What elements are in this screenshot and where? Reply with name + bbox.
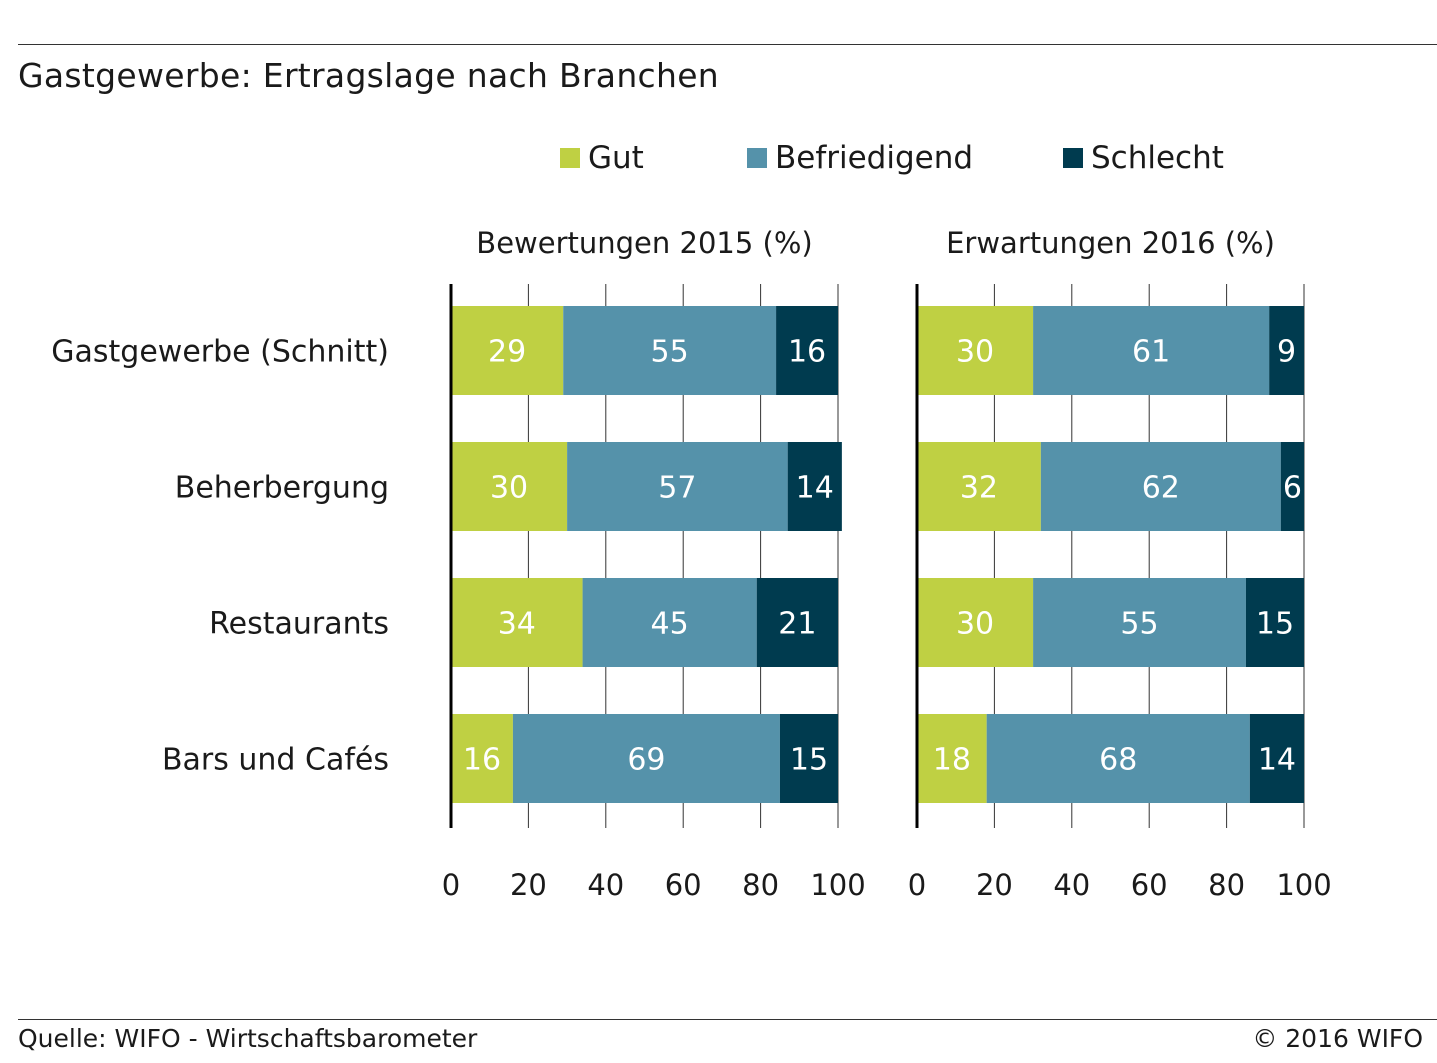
tick-label: 60 (1131, 868, 1168, 902)
bar-segment-gut (917, 442, 1041, 531)
data-label: 14 (796, 471, 834, 506)
legend-item-schlecht: Schlecht (1063, 140, 1224, 176)
tick-label: 40 (1053, 868, 1090, 902)
legend-item-befriedigend: Befriedigend (747, 140, 973, 176)
source-note: Quelle: WIFO - Wirtschaftsbarometer (18, 1024, 478, 1053)
tick-label: 100 (810, 868, 865, 902)
legend-swatch-gut (560, 148, 580, 168)
bar-segment-gut (917, 578, 1034, 667)
data-label: 68 (1099, 743, 1137, 778)
bar-segment-befriedigend (512, 714, 780, 803)
data-label: 15 (790, 743, 828, 778)
bar-segment-gut (451, 714, 513, 803)
data-label: 57 (658, 471, 696, 506)
tick-label: 60 (665, 868, 702, 902)
data-label: 55 (1120, 607, 1158, 642)
data-label: 21 (778, 607, 816, 642)
data-label: 30 (956, 335, 994, 370)
data-label: 55 (651, 335, 689, 370)
bar-segment-schlecht (787, 442, 842, 531)
bar-segment-schlecht (756, 578, 838, 667)
data-label: 16 (788, 335, 826, 370)
data-label: 34 (498, 607, 536, 642)
legend-item-gut: Gut (560, 140, 644, 176)
data-label: 14 (1258, 743, 1296, 778)
tick-label: 100 (1276, 868, 1331, 902)
legend-label-befriedigend: Befriedigend (775, 140, 974, 176)
bar-segment-befriedigend (1040, 442, 1281, 531)
stacked-bar-chart: Gastgewerbe (Schnitt) Beherbergung Restaur… (51, 226, 1331, 902)
data-label: 9 (1277, 335, 1296, 370)
data-label: 62 (1142, 471, 1180, 506)
chart-title: Gastgewerbe: Ertragslage nach Branchen (18, 56, 720, 95)
bar-segment-gut (917, 306, 1034, 395)
legend: Gut Befriedigend Schlecht (0, 140, 1437, 180)
data-label: 29 (488, 335, 526, 370)
category-label: Restaurants (209, 607, 389, 642)
tick-label: 80 (742, 868, 779, 902)
tick-label: 0 (442, 868, 460, 902)
bar-segment-befriedigend (582, 578, 757, 667)
bar-segment-gut (917, 714, 987, 803)
bar-segment-schlecht (779, 714, 838, 803)
bottom-rule (18, 1019, 1437, 1020)
panel-title: Erwartungen 2016 (%) (946, 226, 1275, 260)
panel-title: Bewertungen 2015 (%) (476, 226, 812, 260)
data-label: 32 (960, 471, 998, 506)
bar-segment-befriedigend (567, 442, 788, 531)
category-label: Gastgewerbe (Schnitt) (51, 335, 389, 370)
data-label: 30 (490, 471, 528, 506)
data-label: 69 (627, 743, 665, 778)
category-label: Beherbergung (175, 471, 389, 506)
tick-label: 0 (908, 868, 926, 902)
legend-label-gut: Gut (588, 140, 644, 176)
bar-segment-gut (451, 306, 564, 395)
bar-segment-befriedigend (986, 714, 1250, 803)
bar-segment-befriedigend (1033, 578, 1246, 667)
data-label: 61 (1132, 335, 1170, 370)
bar-segment-befriedigend (563, 306, 777, 395)
bar-segment-schlecht (1269, 306, 1304, 395)
bar-segment-schlecht (1245, 578, 1304, 667)
tick-label: 20 (510, 868, 547, 902)
data-label: 15 (1256, 607, 1294, 642)
category-label: Bars und Cafés (162, 743, 389, 778)
tick-label: 20 (976, 868, 1013, 902)
data-label: 16 (463, 743, 501, 778)
data-label: 18 (933, 743, 971, 778)
legend-label-schlecht: Schlecht (1091, 140, 1224, 176)
bar-segment-gut (451, 578, 583, 667)
bar-segment-schlecht (1249, 714, 1304, 803)
bar-segment-befriedigend (1033, 306, 1270, 395)
legend-swatch-befriedigend (747, 148, 767, 168)
copyright-note: © 2016 WIFO (1252, 1024, 1423, 1053)
bar-segment-schlecht (1280, 442, 1304, 531)
legend-swatch-schlecht (1063, 148, 1083, 168)
top-rule (18, 44, 1437, 45)
bar-segment-gut (451, 442, 568, 531)
data-label: 6 (1283, 471, 1302, 506)
bar-segment-schlecht (776, 306, 838, 395)
tick-label: 80 (1208, 868, 1245, 902)
data-label: 45 (651, 607, 689, 642)
data-label: 30 (956, 607, 994, 642)
tick-label: 40 (587, 868, 624, 902)
